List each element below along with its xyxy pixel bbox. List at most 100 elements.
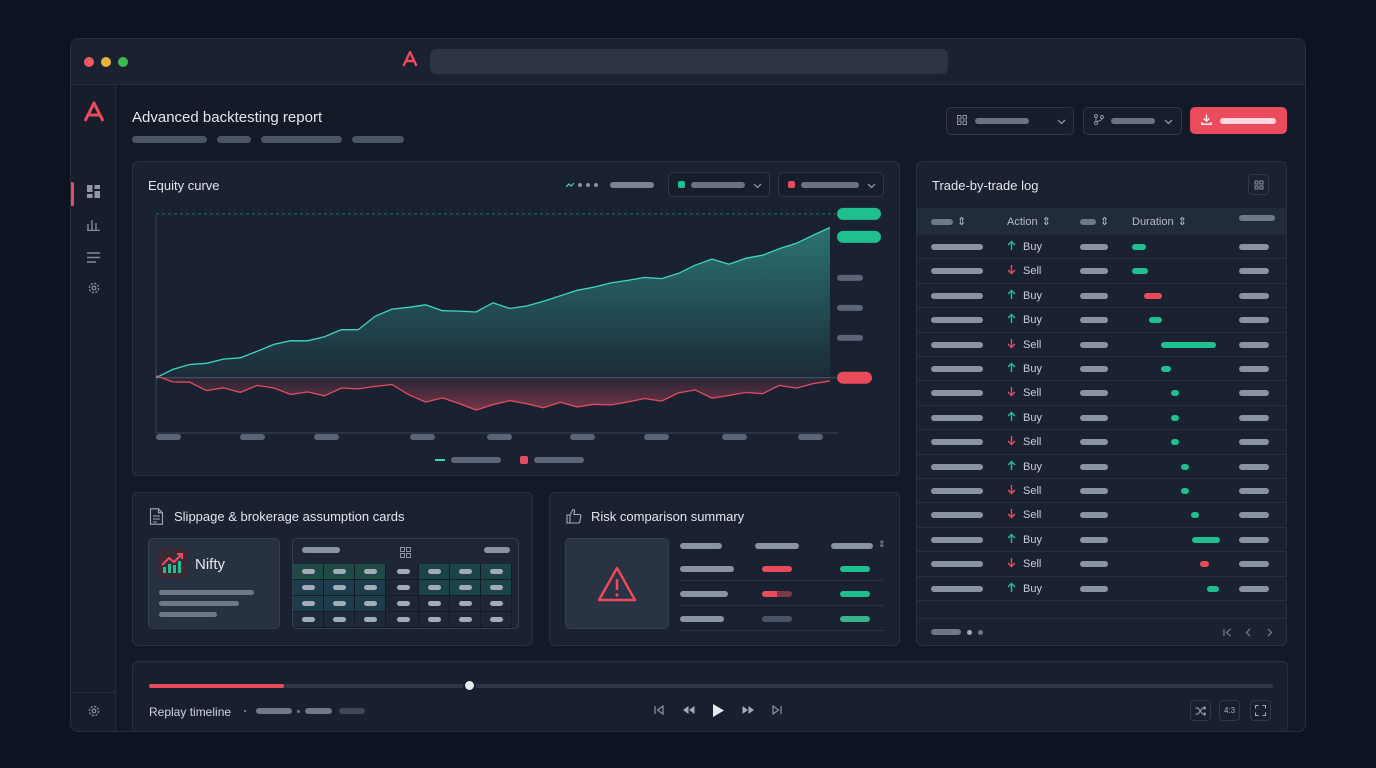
fast-forward-button[interactable]: [739, 702, 757, 718]
trade-duration-bar: [1170, 390, 1179, 397]
arrow-up-icon: [1007, 533, 1016, 547]
table-row[interactable]: Buy: [917, 308, 1286, 333]
table-row[interactable]: Buy: [917, 406, 1286, 431]
index-card[interactable]: Nifty: [148, 538, 280, 629]
branch-icon: [1094, 112, 1104, 130]
close-window-button[interactable]: [84, 57, 94, 67]
grid-cell: [355, 564, 386, 580]
risk-row: [680, 580, 884, 581]
trade-id: [931, 390, 983, 397]
grid-icon: [957, 112, 967, 130]
table-row[interactable]: Sell: [917, 552, 1286, 577]
trade-qty: [1080, 292, 1108, 299]
dashboard-icon: [87, 185, 100, 203]
timeline-track[interactable]: [149, 679, 1273, 692]
column-header-id[interactable]: ⇕: [931, 215, 966, 228]
column-header-pnl[interactable]: [1239, 215, 1275, 221]
table-row[interactable]: Sell: [917, 503, 1286, 528]
trade-action: Buy: [1007, 240, 1042, 254]
table-row[interactable]: Sell: [917, 430, 1286, 455]
rewind-icon: [682, 706, 694, 714]
table-row[interactable]: Sell: [917, 333, 1286, 357]
trade-duration-bar: [1160, 341, 1216, 348]
trade-pnl: [1239, 341, 1269, 348]
skip-to-end-button[interactable]: [769, 702, 785, 718]
chevron-down-icon: [1164, 112, 1173, 130]
export-button[interactable]: [1190, 107, 1287, 134]
series-b-dropdown[interactable]: [778, 172, 884, 197]
column-header-action[interactable]: Action ⇕: [1007, 215, 1051, 229]
arrow-up-icon: [1007, 411, 1016, 425]
next-page-button[interactable]: [1262, 625, 1276, 639]
sort-icon: ⇕: [957, 216, 967, 228]
sidebar-item-list[interactable]: [71, 247, 116, 271]
table-row[interactable]: Sell: [917, 381, 1286, 406]
x-tick-label: [570, 434, 595, 440]
grid-cell: [481, 596, 512, 612]
trade-action-label: Buy: [1023, 241, 1042, 253]
sidebar-footer-settings[interactable]: [71, 692, 116, 731]
sort-icon: ⇕: [878, 539, 886, 549]
address-bar[interactable]: [430, 49, 948, 74]
column-header-duration[interactable]: Duration ⇕: [1132, 215, 1187, 229]
sidebar-item-settings[interactable]: [71, 278, 116, 302]
table-row[interactable]: Buy: [917, 577, 1286, 601]
breadcrumb-item[interactable]: [261, 136, 342, 143]
trade-duration-bar: [1191, 536, 1221, 543]
shuffle-button[interactable]: [1190, 700, 1211, 721]
grid-cell: [481, 580, 512, 596]
table-row[interactable]: Buy: [917, 284, 1286, 309]
view-selector-dropdown[interactable]: [946, 107, 1074, 135]
column-header-qty[interactable]: ⇕: [1080, 215, 1109, 228]
chart-axis: [155, 216, 838, 434]
risk-bar: [840, 616, 870, 622]
rewind-button[interactable]: [679, 702, 697, 718]
table-row[interactable]: Sell: [917, 479, 1286, 504]
table-row[interactable]: Buy: [917, 357, 1286, 382]
grid-cell: [450, 612, 481, 628]
slippage-panel: Slippage & brokerage assumption cards Ni…: [132, 492, 533, 646]
trade-id: [931, 268, 983, 275]
arrow-up-icon: [1007, 362, 1016, 376]
table-row[interactable]: Buy: [917, 528, 1286, 553]
breadcrumb-item[interactable]: [352, 136, 404, 143]
trade-duration-bar: [1170, 414, 1179, 421]
trade-pnl: [1239, 463, 1269, 470]
trade-id: [931, 341, 983, 348]
branch-selector-dropdown[interactable]: [1083, 107, 1182, 135]
sidebar-item-analytics[interactable]: [71, 215, 116, 239]
grid-cell: [419, 596, 450, 612]
expand-table-button[interactable]: [1248, 174, 1269, 195]
maximize-window-button[interactable]: [118, 57, 128, 67]
breadcrumb-item[interactable]: [217, 136, 251, 143]
skip-start-icon: [654, 705, 664, 715]
table-row[interactable]: Buy: [917, 235, 1286, 260]
equity-curve-panel: Equity curve: [132, 161, 900, 476]
skip-to-start-button[interactable]: [651, 702, 667, 718]
first-page-button[interactable]: [1220, 625, 1234, 639]
arrow-up-icon: [1007, 582, 1016, 596]
table-row[interactable]: Buy: [917, 455, 1286, 479]
timeline-scrubber[interactable]: [463, 679, 477, 692]
trade-action-label: Sell: [1023, 509, 1042, 522]
first-page-icon: [1222, 628, 1231, 636]
minimize-window-button[interactable]: [101, 57, 111, 67]
table-row[interactable]: Sell: [917, 259, 1286, 284]
prev-page-button[interactable]: [1241, 625, 1255, 639]
x-tick-label: [644, 434, 669, 440]
sidebar-item-dashboard[interactable]: [71, 182, 116, 206]
breadcrumb-item[interactable]: [132, 136, 207, 143]
assumption-grid[interactable]: [292, 538, 519, 629]
trade-duration-bar: [1190, 512, 1199, 519]
trade-duration-bar: [1181, 463, 1190, 470]
trade-qty: [1080, 366, 1108, 372]
play-button[interactable]: [709, 701, 727, 719]
risk-alert-card[interactable]: [565, 538, 669, 629]
series-a-dropdown[interactable]: [668, 172, 770, 197]
grid-cell: [388, 580, 419, 596]
fullscreen-button[interactable]: [1250, 700, 1271, 721]
arrow-down-icon: [1007, 484, 1016, 498]
legend-toggle[interactable]: [566, 182, 654, 188]
trade-id: [931, 439, 983, 446]
aspect-ratio-button[interactable]: 4:3: [1219, 700, 1240, 721]
